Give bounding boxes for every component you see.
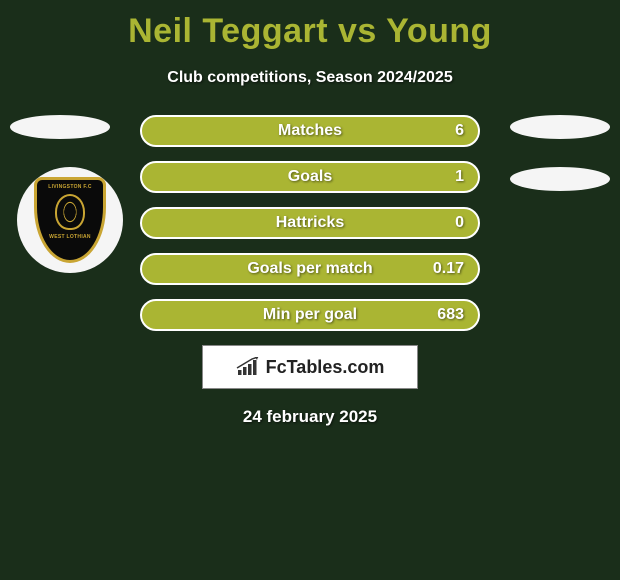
club-badge: LIVINGSTON F.C WEST LOTHIAN [17, 167, 123, 273]
stat-value-right: 0 [455, 214, 464, 232]
stat-label: Matches [278, 122, 342, 140]
stat-value-right: 683 [437, 306, 464, 324]
stat-row-goals: Goals 1 [140, 161, 480, 193]
shield-bottom-text: WEST LOTHIAN [49, 234, 91, 240]
stat-row-matches: Matches 6 [140, 115, 480, 147]
stat-label: Goals per match [247, 260, 372, 278]
stat-value-right: 6 [455, 122, 464, 140]
horseshoe-icon [55, 194, 85, 230]
date-text: 24 february 2025 [0, 407, 620, 427]
shield-top-text: LIVINGSTON F.C [48, 184, 92, 190]
stat-row-min-per-goal: Min per goal 683 [140, 299, 480, 331]
stats-list: Matches 6 Goals 1 Hattricks 0 Goals per … [140, 115, 480, 331]
stat-label: Min per goal [263, 306, 357, 324]
chart-icon [236, 357, 260, 377]
stat-row-goals-per-match: Goals per match 0.17 [140, 253, 480, 285]
source-logo[interactable]: FcTables.com [202, 345, 418, 389]
player-placeholder-right-2 [510, 167, 610, 191]
player-placeholder-left [10, 115, 110, 139]
page-subtitle: Club competitions, Season 2024/2025 [0, 69, 620, 87]
stat-value-right: 1 [455, 168, 464, 186]
stat-row-hattricks: Hattricks 0 [140, 207, 480, 239]
page-title: Neil Teggart vs Young [0, 0, 620, 51]
content-area: LIVINGSTON F.C WEST LOTHIAN Matches 6 Go… [0, 115, 620, 331]
stat-value-right: 0.17 [433, 260, 464, 278]
stat-label: Hattricks [276, 214, 344, 232]
shield-icon: LIVINGSTON F.C WEST LOTHIAN [34, 177, 106, 263]
stat-label: Goals [288, 168, 332, 186]
player-placeholder-right-1 [510, 115, 610, 139]
logo-text: FcTables.com [266, 357, 385, 378]
